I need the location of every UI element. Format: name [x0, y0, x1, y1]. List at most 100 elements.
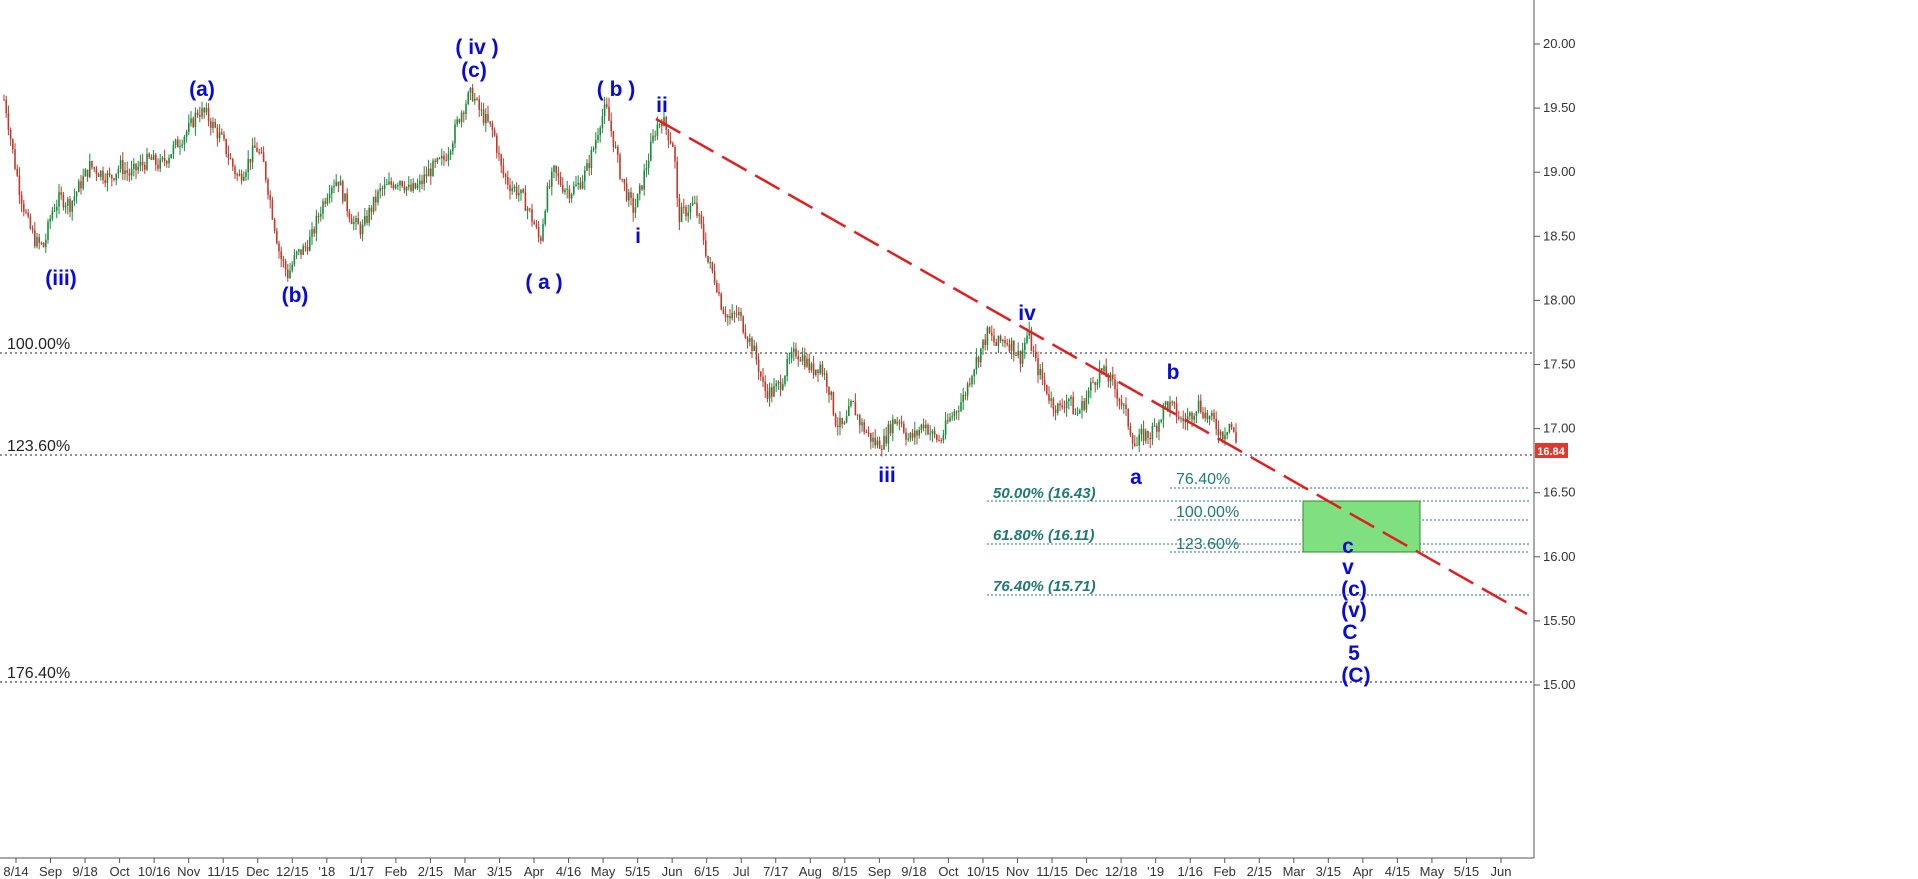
- candle-body: [969, 383, 971, 385]
- candle-down: [135, 163, 137, 180]
- candle-body: [797, 356, 799, 360]
- candle-down: [559, 171, 562, 188]
- candle-down: [1048, 386, 1050, 405]
- candle-down: [16, 164, 18, 178]
- candle-up: [315, 209, 318, 242]
- candle-body: [647, 160, 650, 169]
- x-tick-label: 6/15: [694, 864, 719, 879]
- candle-down: [282, 255, 285, 268]
- candle-body: [414, 183, 417, 189]
- candle-down: [403, 181, 406, 194]
- candle-down: [366, 209, 368, 226]
- candle-down: [955, 410, 958, 420]
- candle-body: [889, 424, 892, 434]
- candle-body: [955, 411, 958, 413]
- candle-body: [555, 165, 557, 174]
- candle-down: [678, 193, 681, 231]
- candle-down: [29, 213, 32, 230]
- candle-body: [1068, 398, 1070, 402]
- candle-body: [658, 124, 661, 126]
- candle-down: [878, 436, 881, 449]
- candle-body: [1087, 390, 1090, 398]
- candle-body: [40, 242, 43, 244]
- candle-down: [20, 191, 23, 213]
- candle-down: [988, 326, 991, 335]
- candle-up: [1160, 418, 1162, 424]
- x-tick-label: Feb: [385, 864, 407, 879]
- candle-down: [273, 217, 276, 234]
- candle-down: [834, 412, 837, 428]
- candle-up: [1211, 410, 1213, 421]
- candle-body: [232, 159, 234, 167]
- wave-i-label: i: [635, 225, 641, 248]
- candle-body: [507, 176, 509, 185]
- candle-up: [1138, 428, 1140, 452]
- candle-body: [394, 185, 397, 189]
- candle-up: [845, 410, 848, 424]
- candle-body: [1145, 430, 1147, 441]
- candle-body: [100, 170, 102, 177]
- candle-body: [533, 221, 535, 225]
- proj-wave-C: C: [1342, 621, 1357, 644]
- candle-body: [1026, 335, 1028, 343]
- candle-up: [84, 168, 87, 177]
- candle-body: [914, 430, 916, 438]
- x-tick-label: Nov: [1006, 864, 1030, 879]
- candle-down: [1114, 373, 1116, 398]
- y-tick-label: 17.50: [1543, 357, 1576, 372]
- candle-down: [304, 242, 307, 252]
- wave-a-spaced-label: ( a ): [525, 271, 562, 294]
- candle-body: [806, 358, 808, 367]
- candle-down: [254, 137, 256, 148]
- candle-up: [793, 341, 795, 361]
- candle-body: [674, 147, 676, 162]
- candle-down: [995, 338, 997, 347]
- candle-down: [141, 153, 144, 172]
- candle-up: [784, 374, 786, 387]
- candle-up: [643, 163, 645, 196]
- candle-down: [993, 328, 995, 346]
- x-tick-label: Aug: [799, 864, 822, 879]
- candle-down: [269, 190, 271, 209]
- x-tick-label: Mar: [1283, 864, 1306, 879]
- candle-down: [1178, 410, 1180, 421]
- candle-body: [1043, 379, 1046, 385]
- candle-down: [86, 169, 89, 182]
- candle-body: [1072, 396, 1074, 415]
- candle-up: [1208, 415, 1211, 426]
- candle-up: [960, 393, 962, 413]
- candle-body: [383, 184, 386, 189]
- candle-up: [309, 229, 311, 252]
- candle-up: [839, 411, 841, 436]
- proj-50-label: 50.00% (16.43): [993, 485, 1096, 502]
- candle-up: [1017, 342, 1019, 359]
- candle-body: [1002, 339, 1004, 342]
- candle-body: [909, 433, 912, 439]
- candle-up: [36, 233, 38, 249]
- candle-down: [1008, 338, 1011, 353]
- candle-body: [348, 211, 351, 219]
- candle-up: [788, 352, 791, 365]
- candle-body: [1189, 412, 1191, 417]
- candle-body: [1134, 443, 1136, 446]
- candle-body: [93, 167, 95, 169]
- candle-up: [856, 413, 859, 420]
- candle-body: [73, 196, 76, 201]
- candle-down: [300, 249, 302, 259]
- candle-body: [678, 198, 681, 223]
- y-tick-label: 18.00: [1543, 292, 1576, 307]
- candle-body: [1063, 407, 1066, 409]
- candle-body: [49, 218, 51, 222]
- fib-retracement-levels: 100.00% 123.60% 176.40%: [0, 336, 1532, 683]
- candle-down: [1171, 400, 1173, 406]
- candle-body: [700, 214, 703, 224]
- candle-up: [344, 193, 346, 202]
- candle-up: [333, 179, 335, 194]
- candle-down: [256, 142, 258, 153]
- candle-body: [177, 139, 179, 148]
- price-axis: 20.00 19.50 19.00 18.50 18.00 17.50 17.00 16.50…: [1534, 36, 1576, 692]
- candle-body: [410, 184, 412, 191]
- candle-body: [834, 414, 837, 426]
- candle-body: [335, 181, 337, 186]
- candle-body: [34, 230, 36, 247]
